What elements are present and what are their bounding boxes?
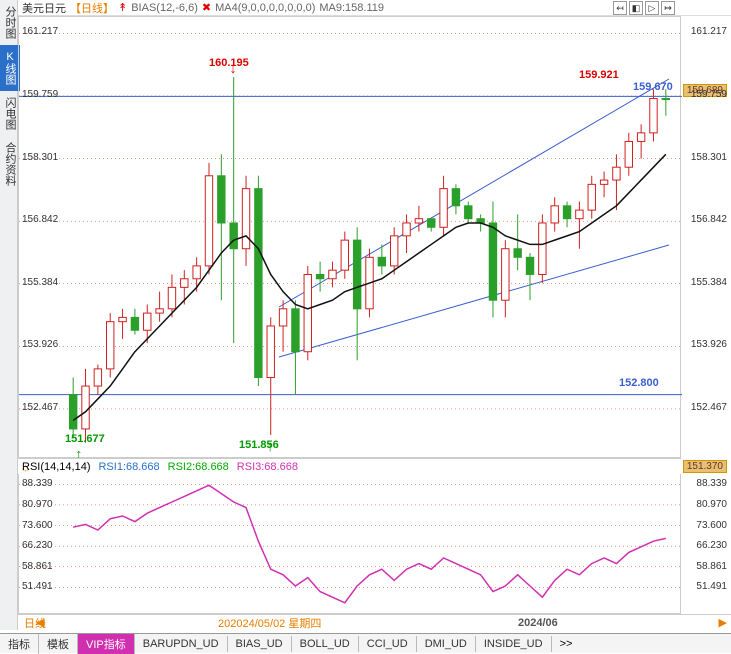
rsi-label: RSI(14,14,14) <box>22 461 90 473</box>
scroll-right-icon[interactable]: ▶ <box>719 616 727 629</box>
price-annotation: 151.856 <box>239 439 279 451</box>
main-area: 美元日元 【日线】 ↟ BIAS(12,-6,6) ✖ MA4(9,0,0,0,… <box>18 0 731 653</box>
sidebar-item[interactable]: 闪电图 <box>0 91 20 136</box>
bias-label: BIAS(12,-6,6) <box>131 2 198 14</box>
axis-tick: 66.230 <box>696 540 727 551</box>
tool-icon[interactable]: ▷ <box>645 1 659 15</box>
tool-icons: ↤◧▷↦ <box>613 1 675 15</box>
sidebar-item[interactable]: 分时图 <box>0 0 20 45</box>
bottom-tab[interactable]: DMI_UD <box>417 636 476 652</box>
rsi3-label: RSI3:68.668 <box>237 461 298 473</box>
time-label: 日线 <box>18 615 52 631</box>
bottom-tab[interactable]: CCI_UD <box>359 636 417 652</box>
price-axis-right: 159.689 161.217159.759158.301156.842155.… <box>681 16 731 458</box>
price-annotation: 159.670 <box>633 81 673 93</box>
axis-tick: 153.926 <box>691 339 727 350</box>
symbol-label: 美元日元 <box>22 0 66 16</box>
rsi-header: RSI(14,14,14) RSI1:68.668 RSI2:68.668 RS… <box>18 458 681 474</box>
axis-tick: 51.491 <box>696 581 727 592</box>
axis-tick: 88.339 <box>696 478 727 489</box>
price-annotation: 159.921 <box>579 69 619 81</box>
chart-header: 美元日元 【日线】 ↟ BIAS(12,-6,6) ✖ MA4(9,0,0,0,… <box>18 0 731 16</box>
ma4-label: MA4(9,0,0,0,0,0,0,0) <box>215 2 315 14</box>
ma-icon: ✖ <box>202 1 211 14</box>
axis-tick: 158.301 <box>691 152 727 163</box>
svg-text:↑: ↑ <box>75 446 82 459</box>
sidebar-item[interactable]: K线图 <box>0 45 20 91</box>
rsi-axis-right: 151.370 88.33980.97073.60066.23058.86151… <box>681 474 731 614</box>
bottom-tab[interactable]: 模板 <box>39 634 78 654</box>
arrow-up-icon: ↟ <box>118 1 127 14</box>
axis-tick: 156.842 <box>691 214 727 225</box>
rsi-bottom-tag: 151.370 <box>683 460 727 473</box>
bottom-tab[interactable]: 指标 <box>0 634 39 654</box>
more-tabs-icon[interactable]: >> <box>552 636 581 652</box>
price-annotation: 151.677 <box>65 433 105 445</box>
axis-tick: 159.759 <box>691 89 727 100</box>
time-date: 202024/05/02 星期四 <box>218 615 321 631</box>
rsi1-label: RSI1:68.668 <box>98 461 159 473</box>
price-annotation: 152.800 <box>619 377 659 389</box>
bottom-tab[interactable]: INSIDE_UD <box>476 636 552 652</box>
tool-icon[interactable]: ◧ <box>629 1 643 15</box>
scroll-left-icon[interactable]: ◀ <box>36 616 44 629</box>
timeframe-label: 【日线】 <box>70 0 114 16</box>
bottom-tab[interactable]: BIAS_UD <box>228 636 292 652</box>
axis-tick: 73.600 <box>696 520 727 531</box>
sidebar-item[interactable]: 合约资料 <box>0 136 20 192</box>
bottom-tab[interactable]: BOLL_UD <box>292 636 359 652</box>
ma9-label: MA9:158.119 <box>319 2 384 14</box>
bottom-tab[interactable]: VIP指标 <box>78 634 135 654</box>
tool-icon[interactable]: ↦ <box>661 1 675 15</box>
axis-tick: 80.970 <box>696 499 727 510</box>
price-annotation: 160.195 <box>209 57 249 69</box>
candlestick-chart[interactable]: ↓↑↑ 160.195159.921159.670152.800151.8561… <box>18 16 681 458</box>
time-axis: 日线 ◀ 202024/05/02 星期四 2024/06 ▶ <box>18 614 731 630</box>
left-sidebar: 分时图K线图闪电图合约资料 <box>0 0 18 630</box>
rsi-chart[interactable] <box>18 474 681 614</box>
axis-tick: 161.217 <box>691 26 727 37</box>
axis-tick: 155.384 <box>691 277 727 288</box>
bottom-tabs: 指标模板VIP指标BARUPDN_UDBIAS_UDBOLL_UDCCI_UDD… <box>0 633 731 653</box>
axis-tick: 152.467 <box>691 402 727 413</box>
bottom-tab[interactable]: BARUPDN_UD <box>135 636 228 652</box>
axis-tick: 58.861 <box>696 561 727 572</box>
rsi2-label: RSI2:68.668 <box>168 461 229 473</box>
time-month: 2024/06 <box>518 617 558 629</box>
tool-icon[interactable]: ↤ <box>613 1 627 15</box>
